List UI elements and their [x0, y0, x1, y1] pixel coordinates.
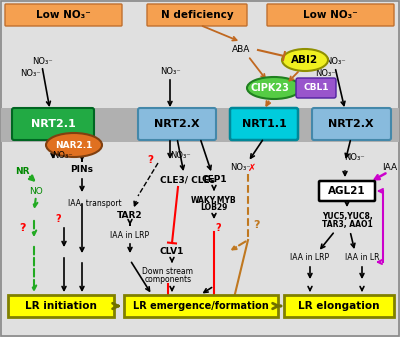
Text: TAR3, AAO1: TAR3, AAO1	[322, 220, 372, 229]
Text: PINs: PINs	[70, 165, 94, 175]
Text: NR: NR	[15, 167, 29, 177]
Text: CIPK23: CIPK23	[250, 83, 290, 93]
Text: Low NO₃⁻: Low NO₃⁻	[36, 10, 91, 20]
FancyBboxPatch shape	[284, 295, 394, 317]
Text: LOB29: LOB29	[200, 203, 228, 212]
FancyBboxPatch shape	[5, 4, 122, 26]
FancyBboxPatch shape	[230, 108, 298, 140]
Text: ?: ?	[19, 223, 25, 233]
Text: NRT2.1: NRT2.1	[31, 119, 75, 129]
Text: ?: ?	[55, 214, 61, 224]
Text: NO₃⁻: NO₃⁻	[52, 151, 72, 159]
FancyBboxPatch shape	[8, 295, 114, 317]
FancyBboxPatch shape	[12, 108, 94, 140]
Text: NO₃⁻: NO₃⁻	[315, 69, 335, 79]
Ellipse shape	[46, 133, 102, 157]
Text: NO: NO	[29, 186, 43, 195]
Text: NO₃⁻: NO₃⁻	[344, 153, 364, 162]
Text: ?: ?	[215, 223, 221, 233]
Text: CLV1: CLV1	[160, 247, 184, 256]
Text: NO₃⁻: NO₃⁻	[325, 58, 345, 66]
Text: IAA  transport: IAA transport	[68, 200, 122, 209]
Text: CBL1: CBL1	[303, 84, 329, 92]
Text: NO₃⁻: NO₃⁻	[20, 69, 40, 79]
Ellipse shape	[282, 49, 328, 71]
Text: IAA in LRP: IAA in LRP	[110, 231, 150, 240]
Text: N deficiency: N deficiency	[161, 10, 233, 20]
Text: NRT2.X: NRT2.X	[154, 119, 200, 129]
Text: ✗: ✗	[248, 163, 256, 173]
Text: NRT2.X: NRT2.X	[328, 119, 374, 129]
Text: ABA: ABA	[232, 45, 250, 55]
Text: LR initiation: LR initiation	[25, 301, 97, 311]
Text: NO₃⁻: NO₃⁻	[160, 67, 180, 76]
FancyBboxPatch shape	[319, 181, 375, 201]
Bar	[1, 108, 399, 142]
Text: NO₃⁻: NO₃⁻	[32, 58, 52, 66]
Text: LR elongation: LR elongation	[298, 301, 380, 311]
Text: AGL21: AGL21	[328, 186, 366, 196]
Text: components: components	[144, 276, 192, 284]
FancyBboxPatch shape	[138, 108, 216, 140]
Text: ABI2: ABI2	[292, 55, 318, 65]
Text: NO₃⁻: NO₃⁻	[170, 151, 190, 159]
Text: Down stream: Down stream	[142, 268, 194, 276]
Text: IAA: IAA	[382, 163, 398, 173]
FancyBboxPatch shape	[296, 78, 336, 98]
FancyBboxPatch shape	[124, 295, 278, 317]
Text: NRT1.1: NRT1.1	[242, 119, 286, 129]
FancyBboxPatch shape	[147, 4, 247, 26]
Text: LR emergence/formation: LR emergence/formation	[133, 301, 269, 311]
Text: YUC5,YUC8,: YUC5,YUC8,	[322, 213, 372, 221]
Text: TAR2: TAR2	[117, 212, 143, 220]
Text: NAR2.1: NAR2.1	[55, 141, 93, 150]
Text: IAA in LR: IAA in LR	[345, 253, 379, 263]
Text: CLE3/ CLEs: CLE3/ CLEs	[160, 176, 214, 184]
Text: ?: ?	[253, 220, 259, 230]
Ellipse shape	[247, 77, 301, 99]
Text: Low NO₃⁻: Low NO₃⁻	[303, 10, 358, 20]
Text: CEP1: CEP1	[201, 176, 227, 184]
FancyBboxPatch shape	[267, 4, 394, 26]
Text: IAA in LRP: IAA in LRP	[290, 253, 330, 263]
Text: ?: ?	[147, 155, 153, 165]
Text: WAKY,MYB: WAKY,MYB	[191, 195, 237, 205]
Text: NO₃⁻: NO₃⁻	[230, 163, 250, 173]
FancyBboxPatch shape	[312, 108, 391, 140]
